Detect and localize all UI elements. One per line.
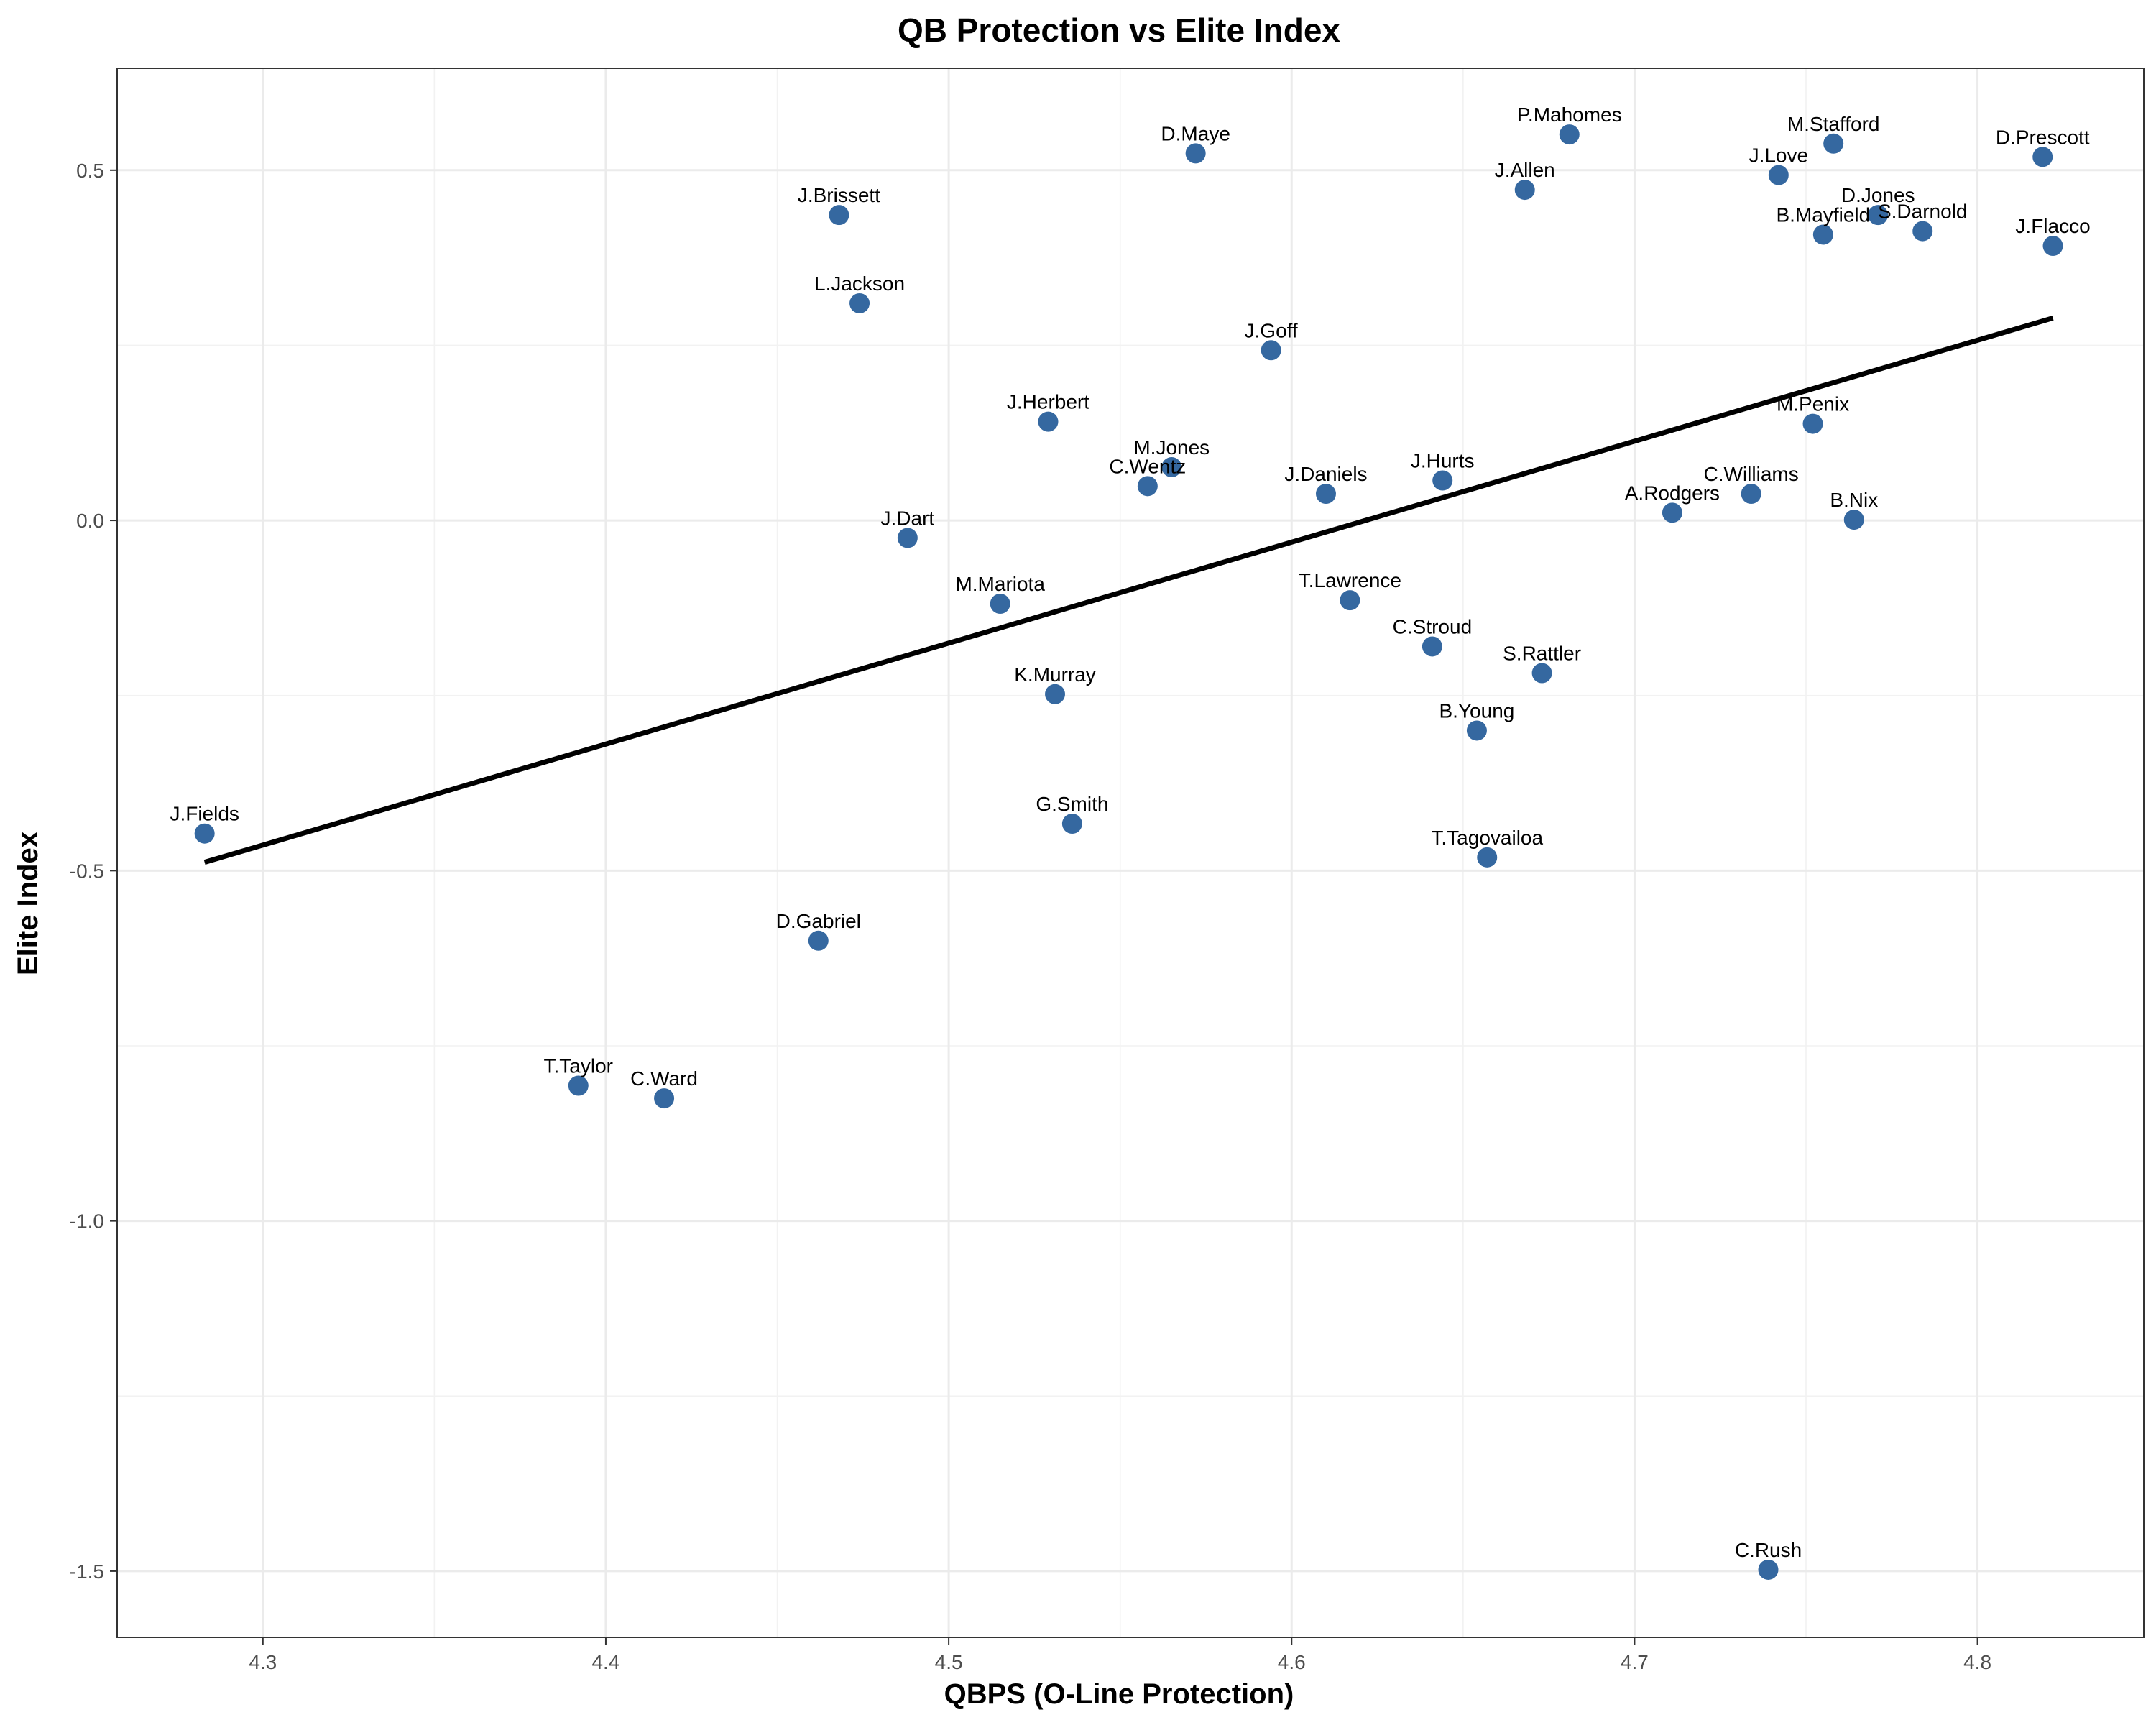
grid <box>117 68 2144 1637</box>
data-point <box>1466 720 1487 741</box>
point-label: J.Fields <box>170 803 239 825</box>
point-label: C.Ward <box>630 1067 698 1090</box>
point-label: D.Jones <box>1841 184 1915 206</box>
point-label: K.Murray <box>1014 663 1096 686</box>
data-point <box>990 594 1010 615</box>
data-point <box>1137 476 1158 497</box>
point-label: A.Rodgers <box>1625 482 1720 504</box>
y-tick-label: 0.5 <box>76 160 104 182</box>
y-tick-label: -0.5 <box>70 860 104 882</box>
point-label: C.Williams <box>1704 463 1799 485</box>
data-point <box>1432 470 1453 491</box>
y-tick-label: -1.0 <box>70 1210 104 1233</box>
point-label: C.Stroud <box>1393 615 1473 638</box>
point-label: J.Flacco <box>2015 215 2090 237</box>
data-point <box>1531 663 1552 684</box>
x-tick-label: 4.5 <box>935 1651 963 1673</box>
data-point <box>1662 502 1682 523</box>
data-point <box>1741 484 1761 505</box>
data-point <box>1912 221 1933 242</box>
point-label: T.Lawrence <box>1299 569 1401 592</box>
data-point <box>2032 147 2053 167</box>
point-label: C.Wentz <box>1109 455 1186 477</box>
point-label: M.Jones <box>1133 436 1210 459</box>
data-point <box>829 205 849 226</box>
x-tick-label: 4.6 <box>1278 1651 1306 1673</box>
x-tick-label: 4.8 <box>1963 1651 1991 1673</box>
data-point <box>1514 180 1535 201</box>
point-label: J.Herbert <box>1007 391 1089 413</box>
point-label: J.Daniels <box>1284 463 1367 485</box>
data-point <box>1185 143 1206 164</box>
data-point <box>1045 684 1066 704</box>
point-label: T.Tagovailoa <box>1431 827 1543 849</box>
point-label: M.Penix <box>1777 393 1849 415</box>
data-point <box>1038 411 1059 432</box>
point-label: P.Mahomes <box>1517 104 1622 126</box>
point-label: M.Stafford <box>1787 113 1880 135</box>
data-point <box>1802 413 1823 434</box>
x-tick-label: 4.3 <box>249 1651 277 1673</box>
point-label: D.Maye <box>1161 122 1230 144</box>
data-point <box>1315 484 1336 505</box>
data-points <box>194 124 2063 1580</box>
data-point <box>654 1088 675 1109</box>
data-point <box>1843 510 1864 530</box>
trend-line <box>203 316 2054 865</box>
x-tick-label: 4.7 <box>1621 1651 1649 1673</box>
point-label: C.Rush <box>1735 1539 1802 1561</box>
data-point <box>1161 457 1182 478</box>
point-label: J.Hurts <box>1411 450 1475 472</box>
data-point <box>1061 814 1082 834</box>
point-label: B.Young <box>1439 699 1514 722</box>
axis-ticks: 4.3 4.4 4.5 4.6 4.7 4.8 0.5 0.0 -0.5 -1.0 -1.5 <box>70 160 1991 1673</box>
data-point <box>897 528 918 548</box>
data-point <box>1422 636 1442 657</box>
point-label: S.Darnold <box>1878 201 1968 223</box>
data-point <box>1868 205 1889 226</box>
point-label: J.Goff <box>1245 319 1298 341</box>
data-point <box>1768 165 1789 185</box>
data-point <box>1823 133 1844 154</box>
point-label: J.Love <box>1749 144 1809 167</box>
point-label: T.Taylor <box>544 1055 613 1077</box>
data-point <box>1812 224 1833 245</box>
data-point <box>1340 590 1360 611</box>
data-point <box>194 823 215 844</box>
data-point <box>2042 236 2063 257</box>
point-label: D.Prescott <box>1996 126 2090 148</box>
plot-panel <box>116 68 2145 1638</box>
y-tick-label: -1.5 <box>70 1560 104 1583</box>
point-label: B.Nix <box>1830 489 1878 511</box>
point-label: B.Mayfield <box>1776 203 1870 226</box>
chart-title: QB Protection vs Elite Index <box>898 12 1340 49</box>
data-point <box>1477 847 1498 868</box>
data-point <box>1758 1559 1779 1580</box>
point-label: J.Brissett <box>798 184 880 206</box>
data-point <box>808 930 829 951</box>
data-point <box>1261 340 1281 361</box>
y-axis-title: Elite Index <box>12 832 44 975</box>
data-point <box>1559 124 1580 145</box>
point-label: L.Jackson <box>814 272 905 295</box>
trend-layer <box>203 316 2054 865</box>
data-point <box>849 293 870 313</box>
point-label: G.Smith <box>1036 793 1108 815</box>
data-point <box>568 1075 589 1096</box>
point-label: J.Dart <box>881 507 935 529</box>
point-label: J.Allen <box>1495 159 1555 181</box>
x-tick-label: 4.4 <box>591 1651 619 1673</box>
point-label: D.Gabriel <box>776 910 861 932</box>
point-label: M.Mariota <box>955 573 1045 595</box>
x-axis-title: QBPS (O-Line Protection) <box>944 1678 1294 1710</box>
y-tick-label: 0.0 <box>76 510 104 532</box>
point-labels: P.Mahomes M.Stafford D.Maye D.Prescott J.Lov… <box>170 104 2090 1561</box>
point-label: S.Rattler <box>1503 643 1581 665</box>
